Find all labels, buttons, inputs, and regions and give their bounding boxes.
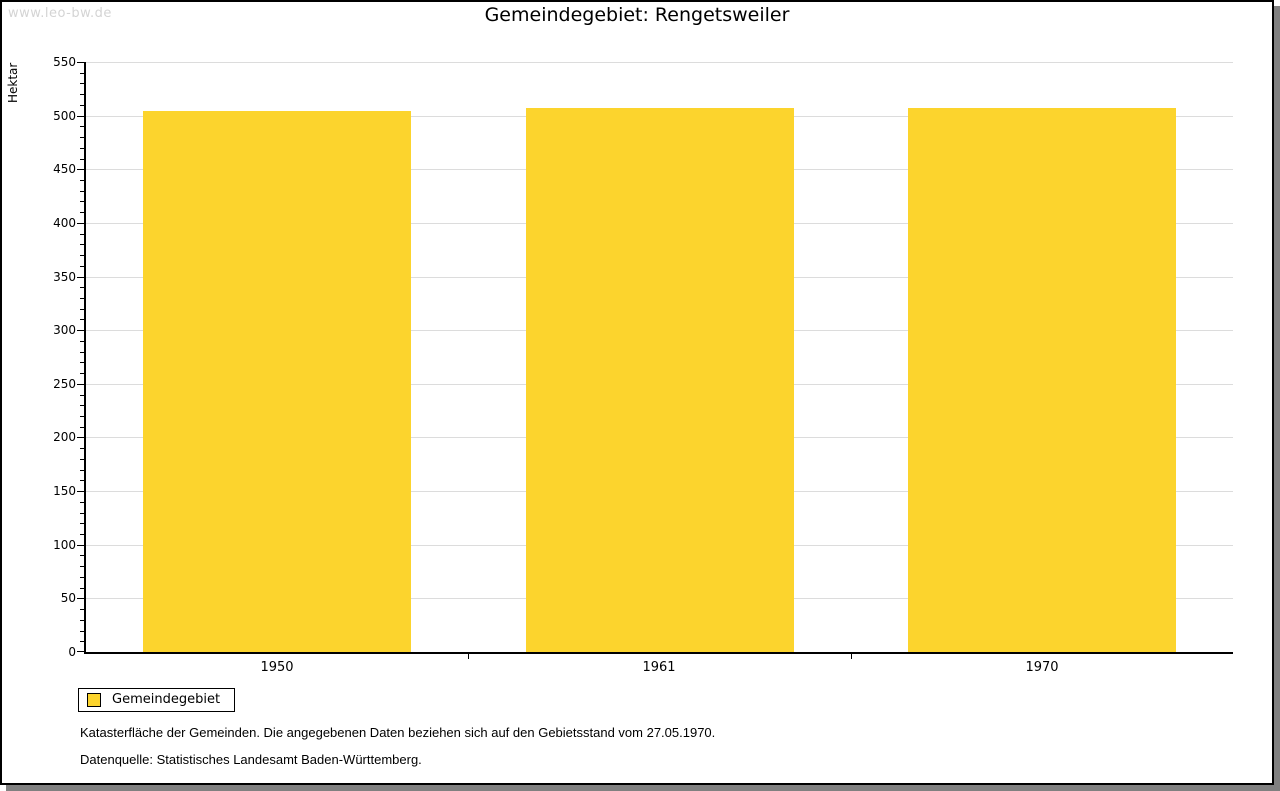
y-minor-tick <box>80 137 84 139</box>
y-major-tick <box>77 62 84 63</box>
footnote-line-1: Katasterfläche der Gemeinden. Die angege… <box>80 725 716 740</box>
y-minor-tick <box>80 298 84 299</box>
y-minor-tick <box>80 190 84 192</box>
legend: Gemeindegebiet <box>78 688 236 712</box>
bar <box>908 108 1176 652</box>
y-minor-tick <box>80 244 84 246</box>
y-minor-tick <box>80 609 84 611</box>
x-category-label: 1970 <box>1025 660 1059 675</box>
y-minor-tick <box>80 566 84 568</box>
x-category-label: 1961 <box>642 660 676 675</box>
y-minor-tick <box>80 319 84 321</box>
y-tick-label: 0 <box>68 645 76 659</box>
y-tick-label: 100 <box>53 537 76 552</box>
y-minor-tick <box>80 340 84 342</box>
y-tick-label: 550 <box>53 55 76 69</box>
y-tick-label: 350 <box>53 269 76 284</box>
y-major-tick <box>77 222 84 224</box>
y-minor-tick <box>80 233 84 235</box>
gridline <box>86 62 1233 63</box>
y-minor-tick <box>80 576 84 578</box>
y-minor-tick <box>80 448 84 450</box>
y-minor-tick <box>80 351 84 353</box>
y-major-tick <box>77 330 84 332</box>
x-boundary-tick <box>851 654 852 659</box>
y-minor-tick <box>80 362 84 364</box>
y-major-tick <box>77 169 84 171</box>
y-minor-tick <box>80 201 84 203</box>
y-minor-tick <box>80 94 84 96</box>
y-tick-label: 450 <box>53 162 76 177</box>
y-minor-tick <box>80 212 84 214</box>
legend-label: Gemeindegebiet <box>112 692 221 707</box>
y-major-tick <box>77 276 84 278</box>
y-major-tick <box>77 115 84 117</box>
legend-swatch <box>87 692 101 707</box>
y-axis-label: Hektar <box>6 62 20 103</box>
y-major-tick <box>77 651 84 652</box>
watermark: www.leo-bw.de <box>8 6 112 21</box>
y-minor-tick <box>80 426 84 428</box>
bar <box>526 108 794 652</box>
y-minor-tick <box>80 308 84 310</box>
y-minor-tick <box>80 469 84 471</box>
y-minor-tick <box>80 83 84 85</box>
y-minor-tick <box>80 147 84 149</box>
y-tick-label: 300 <box>53 323 76 338</box>
y-tick-label: 250 <box>53 376 76 391</box>
y-minor-tick <box>80 416 84 417</box>
x-boundary-tick <box>468 654 469 659</box>
y-minor-tick <box>80 619 84 621</box>
y-minor-tick <box>80 523 84 525</box>
y-minor-tick <box>80 641 84 643</box>
x-category-label: 1950 <box>260 660 294 675</box>
y-minor-tick <box>80 630 84 632</box>
y-major-tick <box>77 437 84 439</box>
y-minor-tick <box>80 458 84 460</box>
y-tick-label: 200 <box>53 430 76 445</box>
chart-title: Gemeindegebiet: Rengetsweiler <box>484 4 790 26</box>
y-minor-tick <box>80 405 84 407</box>
y-minor-tick <box>80 501 84 503</box>
y-minor-tick <box>80 126 84 128</box>
bar <box>143 111 411 652</box>
y-minor-tick <box>80 72 84 74</box>
y-minor-tick <box>80 534 84 535</box>
y-tick-label: 50 <box>60 591 76 606</box>
footnote-line-2: Datenquelle: Statistisches Landesamt Bad… <box>80 752 422 767</box>
y-minor-tick <box>80 394 84 396</box>
y-minor-tick <box>80 158 84 160</box>
y-minor-tick <box>80 104 84 106</box>
y-minor-tick <box>80 555 84 557</box>
y-tick-label: 150 <box>53 484 76 499</box>
y-minor-tick <box>80 255 84 257</box>
y-major-tick <box>77 598 84 600</box>
y-minor-tick <box>80 587 84 589</box>
y-minor-tick <box>80 287 84 289</box>
y-minor-tick <box>80 512 84 514</box>
y-minor-tick <box>80 373 84 375</box>
y-minor-tick <box>80 265 84 267</box>
y-major-tick <box>77 544 84 546</box>
y-minor-tick <box>80 480 84 482</box>
y-tick-label: 500 <box>53 108 76 123</box>
y-minor-tick <box>80 180 84 181</box>
plot-area: 0 50 100 150 200 250 300 350 400 450 500 550 1950 196… <box>53 55 1233 675</box>
y-major-tick <box>77 491 84 493</box>
y-tick-label: 400 <box>53 215 76 230</box>
y-major-tick <box>77 383 84 385</box>
